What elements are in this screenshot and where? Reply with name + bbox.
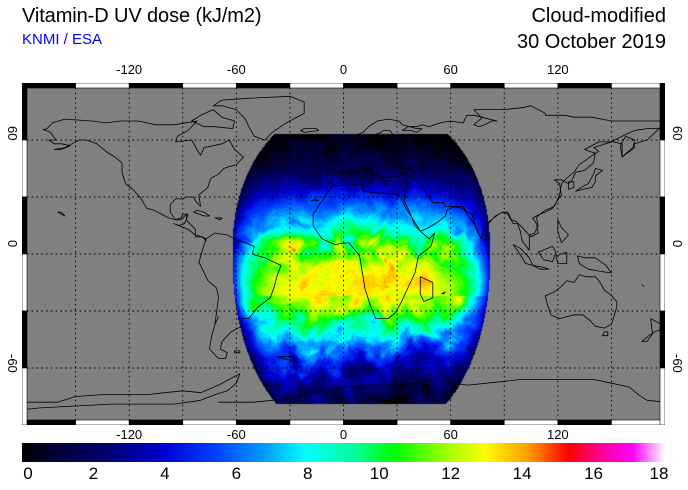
lon-tick-top-0: 0 — [339, 62, 348, 77]
lon-tick-top-60: 60 — [443, 62, 458, 77]
colorbar-gradient — [22, 443, 665, 462]
map-canvas — [22, 83, 665, 425]
institute-credit: KNMI / ESA — [22, 31, 103, 48]
lat-tick-left--60: -60 — [5, 354, 20, 373]
lat-tick-left-60: 60 — [5, 126, 20, 141]
colorbar-tick-0: 0 — [23, 464, 33, 483]
colorbar-tick-16: 16 — [584, 464, 604, 483]
lon-tick-bottom-120: 120 — [546, 427, 569, 442]
lon-tick-top--60: -60 — [226, 62, 246, 77]
colorbar-tick-2: 2 — [88, 464, 99, 483]
lon-tick-bottom--60: -60 — [226, 427, 246, 442]
colorbar-tick-4: 4 — [160, 464, 170, 483]
lon-tick-bottom-60: 60 — [443, 427, 458, 442]
lat-tick-right-60: 60 — [670, 126, 685, 141]
lat-tick-right-0: 0 — [670, 240, 685, 248]
lon-tick-top--120: -120 — [116, 62, 143, 77]
lat-tick-right--60: -60 — [670, 354, 685, 373]
axis-bars — [22, 83, 665, 425]
product-label: Cloud-modified — [531, 5, 666, 27]
page-title: Vitamin-D UV dose (kJ/m2) — [22, 5, 262, 27]
graticule — [22, 83, 665, 425]
colorbar-tick-8: 8 — [303, 464, 313, 483]
lon-tick-top-120: 120 — [546, 62, 569, 77]
map-panel — [22, 83, 665, 425]
colorbar-tick-10: 10 — [369, 464, 389, 483]
colorbar — [22, 443, 665, 462]
figure-header: Vitamin-D UV dose (kJ/m2) KNMI / ESA Clo… — [0, 0, 688, 56]
colorbar-tick-12: 12 — [441, 464, 461, 483]
lon-tick-bottom--120: -120 — [116, 427, 143, 442]
colorbar-tick-18: 18 — [649, 464, 669, 483]
date-label: 30 October 2019 — [517, 31, 666, 53]
colorbar-tick-14: 14 — [512, 464, 532, 483]
lon-tick-bottom-0: 0 — [339, 427, 348, 442]
lat-tick-left-0: 0 — [5, 240, 20, 248]
colorbar-tick-6: 6 — [231, 464, 242, 483]
